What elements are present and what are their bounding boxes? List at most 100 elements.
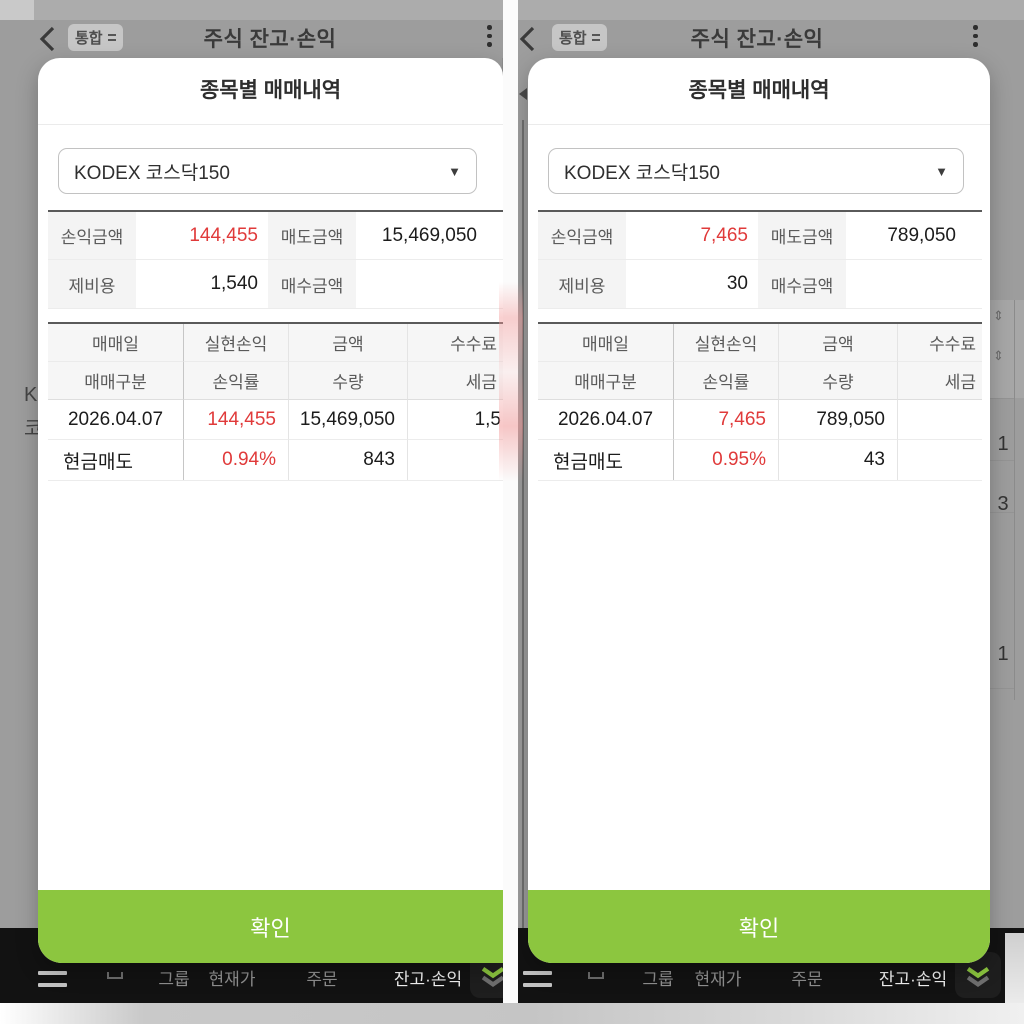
summary-value-profit: 144,455 <box>136 212 268 260</box>
summary-label-sell: 매도금액 <box>758 212 846 260</box>
summary-value-expenses: 1,540 <box>210 273 258 294</box>
hamburger-menu-icon[interactable] <box>523 971 552 987</box>
dimmed-background-strip: ⇕ ⇕ 1 3 1 <box>990 58 1024 930</box>
nav-item-balance-pl[interactable]: 잔고·손익 <box>878 970 948 989</box>
composite-bottom-edge <box>0 1003 1024 1024</box>
page-title: 주식 잔고·손익 <box>690 28 824 51</box>
col-header-date: 매매일 <box>538 324 673 362</box>
dialog-title: 종목별 매매내역 <box>38 58 503 125</box>
confirm-button[interactable]: 확인 <box>38 890 503 963</box>
overflow-menu-icon[interactable] <box>973 25 978 47</box>
confirm-button[interactable]: 확인 <box>528 890 990 963</box>
trade-quantity: 43 <box>778 440 897 480</box>
summary-table: 손익금액 144,455 매도금액 15,469,050 제비용 1,540 매… <box>48 210 503 309</box>
overflow-menu-icon[interactable] <box>487 25 492 47</box>
badge-list-icon <box>591 34 600 41</box>
col-header-fee: 수수료 <box>897 324 982 362</box>
col-header-tax: 세금 <box>897 362 982 400</box>
summary-label-sell: 매도금액 <box>268 212 356 260</box>
summary-label-expenses: 제비용 <box>48 260 136 308</box>
nav-item-fragment <box>588 972 604 979</box>
account-badge[interactable]: 통합 <box>68 24 123 51</box>
background-row-line <box>990 512 1014 513</box>
account-badge-label: 통합 <box>75 30 103 47</box>
status-corner <box>0 0 34 20</box>
history-table: 매매일 실현손익 금액 수수료 매매구분 손익률 수량 세금 2026.04.0… <box>48 322 503 481</box>
trade-history-dialog: 종목별 매매내역 KODEX 코스닥150 ▼ 손익금액 144,455 매도금… <box>38 58 503 963</box>
nav-item-fragment <box>107 972 123 979</box>
trade-type: 현금매도 <box>553 451 623 473</box>
trade-quantity: 843 <box>288 440 407 480</box>
summary-label-buy: 매수금액 <box>268 260 356 308</box>
background-number: 3 <box>997 493 1009 515</box>
back-icon[interactable] <box>518 26 538 52</box>
nav-item-group[interactable]: 그룹 <box>158 970 190 989</box>
col-header-quantity: 수량 <box>778 362 897 400</box>
summary-label-expenses: 제비용 <box>538 260 626 308</box>
stock-select-dropdown[interactable]: KODEX 코스닥150 ▼ <box>58 148 477 194</box>
stock-select-dropdown[interactable]: KODEX 코스닥150 ▼ <box>548 148 964 194</box>
trade-tax <box>407 440 503 480</box>
dropdown-caret-icon: ▼ <box>448 163 461 179</box>
summary-value-profit: 7,465 <box>626 212 758 260</box>
trade-date: 2026.04.07 <box>538 400 673 440</box>
history-table: 매매일 실현손익 금액 수수료 매매구분 손익률 수량 세금 2026.04.0… <box>538 322 982 481</box>
background-table-header <box>990 300 1024 398</box>
screenshot-panel-right: 통합 주식 잔고·손익 ⇕ ⇕ 1 3 1 그룹 현재가 주문 <box>518 0 1024 1024</box>
summary-table: 손익금액 7,465 매도금액 789,050 제비용 30 매수금액 <box>538 210 982 309</box>
col-header-amount: 금액 <box>778 324 897 362</box>
col-header-rate: 손익률 <box>183 362 288 400</box>
nav-item-order[interactable]: 주문 <box>791 970 823 989</box>
background-text-fragment: 코 <box>24 418 43 440</box>
summary-value-buy <box>356 260 503 308</box>
trade-history-dialog: 종목별 매매내역 KODEX 코스닥150 ▼ 손익금액 7,465 매도금액 … <box>528 58 990 963</box>
trade-realized-pl: 144,455 <box>183 400 288 440</box>
back-icon[interactable] <box>38 26 58 52</box>
summary-value-expenses: 30 <box>726 273 748 294</box>
trade-fee: 1,5 <box>407 400 503 440</box>
page-title: 주식 잔고·손익 <box>203 28 337 51</box>
background-number: 1 <box>997 433 1009 455</box>
nav-item-current-price[interactable]: 현재가 <box>208 970 256 989</box>
background-fragment <box>519 88 527 100</box>
background-row-line <box>990 460 1014 461</box>
app-header: 통합 주식 잔고·손익 <box>0 20 503 58</box>
nav-item-current-price[interactable]: 현재가 <box>694 970 742 989</box>
background-number: 1 <box>997 643 1009 665</box>
col-header-type: 매매구분 <box>538 362 673 400</box>
nav-item-balance-pl[interactable]: 잔고·손익 <box>393 970 463 989</box>
status-bar <box>518 0 1024 20</box>
summary-label-profit: 손익금액 <box>48 212 136 260</box>
screenshot-panel-left: 통합 주식 잔고·손익 K 코 그룹 현재가 주문 잔고·손익 종목별 매 <box>0 0 503 1024</box>
col-header-fee: 수수료 <box>407 324 503 362</box>
composite-corner-fade <box>1005 933 1024 1003</box>
col-header-quantity: 수량 <box>288 362 407 400</box>
summary-label-profit: 손익금액 <box>538 212 626 260</box>
background-table-border <box>1014 300 1015 700</box>
background-row-line <box>990 688 1014 689</box>
app-header: 통합 주식 잔고·손익 <box>518 20 1024 58</box>
trade-date: 2026.04.07 <box>48 400 183 440</box>
nav-item-group[interactable]: 그룹 <box>642 970 674 989</box>
badge-list-icon <box>107 34 116 41</box>
col-header-amount: 금액 <box>288 324 407 362</box>
trade-type: 현금매도 <box>63 451 133 473</box>
trade-realized-pl: 7,465 <box>673 400 778 440</box>
stock-select-value: KODEX 코스닥150 <box>74 162 230 184</box>
summary-value-buy <box>846 260 982 308</box>
summary-value-sell: 15,469,050 <box>356 212 503 260</box>
nav-item-order[interactable]: 주문 <box>306 970 338 989</box>
background-row-line <box>990 398 1014 399</box>
hamburger-menu-icon[interactable] <box>38 971 67 987</box>
summary-value-sell: 789,050 <box>846 212 982 260</box>
status-bar <box>0 0 503 20</box>
dialog-title: 종목별 매매내역 <box>528 58 990 125</box>
stock-select-value: KODEX 코스닥150 <box>564 162 720 184</box>
sort-icon: ⇕ <box>993 308 1004 323</box>
col-header-tax: 세금 <box>407 362 503 400</box>
trade-amount: 789,050 <box>778 400 897 440</box>
background-text-fragment: K <box>24 384 38 406</box>
col-header-rate: 손익률 <box>673 362 778 400</box>
account-badge[interactable]: 통합 <box>552 24 607 51</box>
